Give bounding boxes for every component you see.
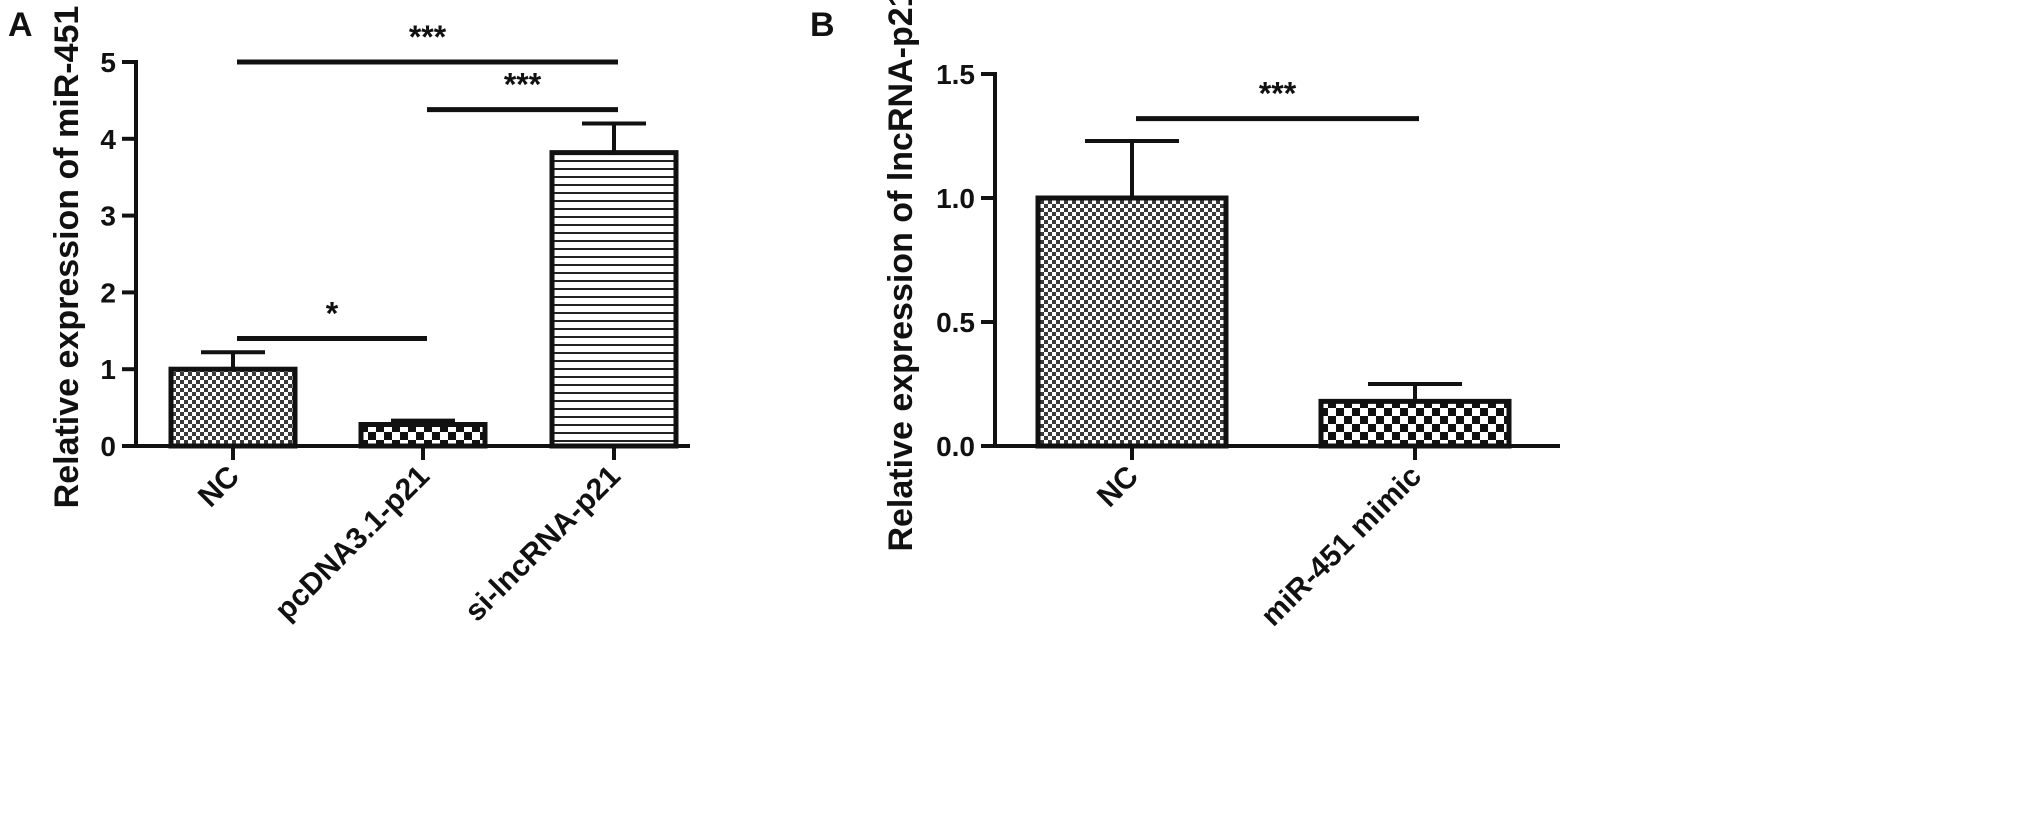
x-tick-label: pcDNA3.1-p21: [269, 460, 436, 627]
significance-label: *: [326, 295, 339, 331]
bar: [1035, 195, 1229, 449]
y-tick-label: 2: [100, 277, 116, 308]
x-tick-label: si-lncRNA-p21: [459, 460, 627, 628]
y-tick-label: 5: [100, 47, 116, 78]
significance-label: ***: [409, 19, 447, 55]
panel-letter: A: [8, 6, 33, 44]
y-tick-label: 4: [100, 124, 116, 155]
y-tick-label: 0.5: [936, 307, 975, 338]
bar: [168, 366, 298, 449]
significance-label: ***: [504, 67, 542, 103]
x-tick-label: miR-451 mimic: [1255, 460, 1428, 633]
panel-a: A 0 1 2 3 4 5 Relative expression of miR-451 NC p…: [8, 6, 690, 628]
y-axis-title: Relative expression of miR-451: [48, 6, 86, 509]
bar: [358, 421, 488, 449]
y-tick-label: 0.0: [936, 431, 975, 462]
significance-label: ***: [1259, 76, 1297, 112]
y-tick-label: 1.5: [936, 59, 975, 90]
bar: [549, 150, 679, 449]
y-tick-label: 1: [100, 354, 116, 385]
y-axis-title: Relative expression of lncRNA-p21: [882, 0, 920, 552]
y-tick-label: 3: [100, 201, 116, 232]
y-tick-label: 0: [100, 431, 116, 462]
y-tick-label: 1.0: [936, 183, 975, 214]
bar: [1318, 398, 1512, 449]
x-tick-label: NC: [192, 460, 246, 514]
panel-b: B 0.0 0.5 1.0 1.5 Relative expression of lncR…: [810, 0, 1560, 633]
panel-letter: B: [810, 6, 835, 44]
x-tick-label: NC: [1091, 460, 1145, 514]
